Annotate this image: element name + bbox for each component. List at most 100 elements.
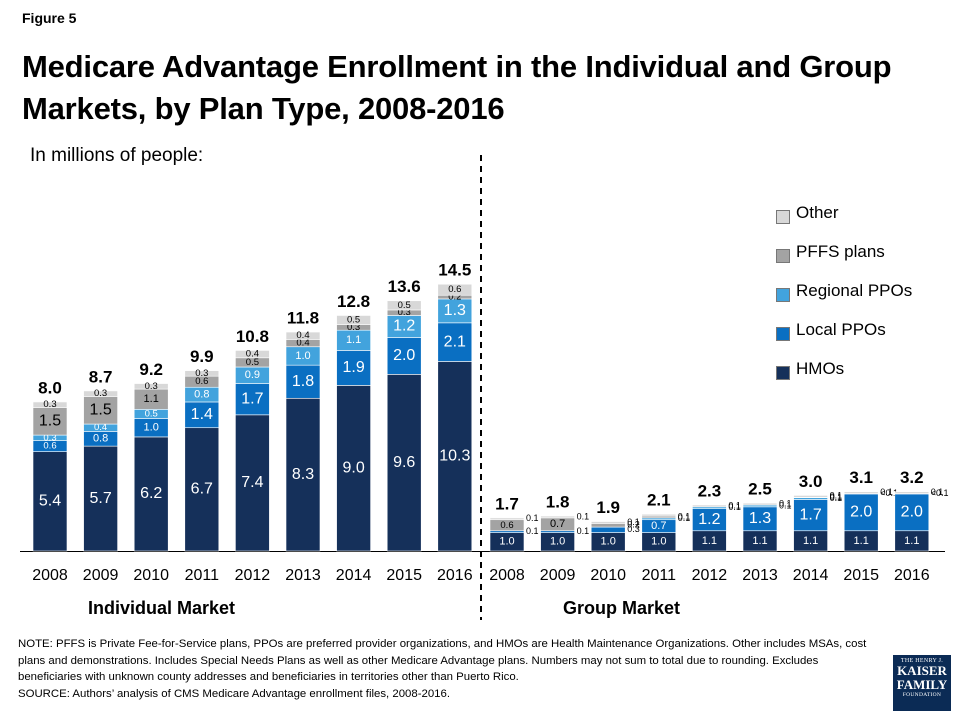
data-label-group-2016-other: 0.1 [931,487,944,497]
data-label-individual-2009-other: 0.3 [94,388,107,399]
data-label-individual-2014-hmos: 9.0 [342,459,364,476]
bar-segment-individual-2008-pffs-plans [32,407,68,436]
data-label-individual-2013-pffs-plans: 0.4 [296,338,309,349]
data-label-individual-2012-other: 0.4 [246,349,259,360]
bar-segment-individual-2010-other [133,383,169,390]
total-label-individual-2016: 14.5 [438,261,471,280]
chart-title: Medicare Advantage Enrollment in the Ind… [22,49,892,126]
data-label-individual-2015-local-ppos: 2.0 [393,347,415,364]
bar-segment-group-2016-local-ppos [894,493,930,532]
data-label-individual-2015-hmos: 9.6 [393,454,415,471]
total-label-individual-2009: 8.7 [89,367,113,386]
data-label-individual-2015-regional-ppos: 1.2 [393,318,415,335]
data-label-group-2014-local-ppos: 1.7 [799,506,821,523]
data-label-individual-2015-other: 0.5 [398,300,411,311]
note-text: NOTE: PFFS is Private Fee-for-Service pl… [18,638,867,683]
bar-segment-individual-2013-other [285,331,321,340]
x-tick-group-2011: 2011 [642,567,677,584]
data-label-individual-2014-pffs-plans: 0.3 [347,322,360,333]
bar-segment-individual-2014-other [336,315,371,325]
data-label-group-2016-regional-ppos: <0.1 [931,488,949,498]
x-tick-group-2016: 2016 [894,567,930,584]
x-tick-individual-2008: 2008 [32,567,68,584]
data-label-group-2010-pffs-plans: 0.2 [627,520,640,530]
total-label-individual-2014: 12.8 [337,292,370,311]
data-label-individual-2009-pffs-plans: 1.5 [89,401,111,418]
data-label-individual-2011-regional-ppos: 0.8 [194,389,209,401]
bar-segment-individual-2016-hmos [437,361,473,552]
data-label-individual-2012-hmos: 7.4 [241,474,263,491]
data-label-group-2015-regional-ppos: <0.1 [880,488,898,498]
figure-label: Figure 5 [22,10,77,26]
data-label-group-2012-regional-ppos: 0.1 [728,502,741,512]
bar-segment-group-2010-local-ppos [590,526,626,533]
total-label-individual-2015: 13.6 [388,277,421,296]
data-label-individual-2011-local-ppos: 1.4 [191,406,213,423]
logo-line-2a: KAISER [897,663,947,678]
data-label-group-2016-local-ppos: 2.0 [901,504,923,521]
data-label-individual-2008-regional-ppos: 0.3 [43,432,56,443]
data-label-individual-2008-pffs-plans: 1.5 [39,412,61,429]
data-label-individual-2015-pffs-plans: 0.3 [398,307,411,318]
data-label-individual-2016-regional-ppos: 1.3 [444,302,466,319]
data-label-individual-2011-hmos: 6.7 [191,481,213,498]
x-tick-group-2008: 2008 [489,567,525,584]
legend-swatch-pffs [776,249,790,263]
total-label-individual-2010: 9.2 [139,360,163,379]
total-label-group-2012: 2.3 [698,481,722,500]
total-label-group-2013: 2.5 [748,480,772,499]
x-tick-group-2012: 2012 [692,567,728,584]
data-label-group-2016-hmos: 1.1 [904,535,919,547]
data-label-group-2009-pffs-plans: 0.7 [550,518,565,530]
legend-label-regional-ppos: Regional PPOs [796,281,913,300]
legend-label-pffs: PFFS plans [796,242,885,261]
x-tick-group-2013: 2013 [742,567,778,584]
total-label-individual-2013: 11.8 [287,309,319,328]
data-label-group-2010-other: 0.1 [627,517,640,527]
data-label-individual-2012-pffs-plans: 0.5 [246,357,259,368]
x-tick-individual-2015: 2015 [386,567,422,584]
data-label-group-2015-other: 0.1 [880,487,893,497]
data-label-group-2009-hmos: 1.0 [550,536,565,548]
data-label-individual-2013-regional-ppos: 1.0 [295,350,310,362]
source-text: SOURCE: Authors’ analysis of CMS Medicar… [18,687,451,700]
bar-segment-individual-2015-local-ppos [386,337,422,375]
x-tick-individual-2012: 2012 [235,567,271,584]
data-label-individual-2008-other: 0.3 [43,399,56,410]
data-label-individual-2008-hmos: 5.4 [39,493,61,510]
total-label-individual-2008: 8.0 [38,378,62,397]
data-label-individual-2010-other: 0.3 [145,381,158,392]
total-label-group-2015: 3.1 [849,468,873,487]
data-label-group-2013-other: 0.1 [779,498,792,508]
stacked-bar-chart: 5.40.60.31.50.38.020085.70.80.41.50.38.7… [20,155,949,620]
x-tick-individual-2009: 2009 [83,567,119,584]
data-label-group-2014-regional-ppos: 0.1 [830,493,843,503]
data-label-group-2015-hmos: 1.1 [854,535,869,547]
data-label-individual-2010-regional-ppos: 0.5 [145,408,158,419]
data-label-group-2009-other: 0.1 [577,511,590,521]
data-label-individual-2013-hmos: 8.3 [292,466,314,483]
group-label-individual: Individual Market [88,598,236,618]
bar-segment-individual-2008-hmos [32,451,68,552]
bar-segment-individual-2012-hmos [235,414,270,552]
data-label-individual-2013-other: 0.4 [296,330,309,341]
x-tick-group-2015: 2015 [843,567,879,584]
data-label-group-2012-local-ppos: 1.2 [698,511,720,528]
data-label-group-2011-hmos: 1.0 [651,536,666,548]
total-label-group-2010: 1.9 [596,498,620,517]
data-label-individual-2016-local-ppos: 2.1 [444,333,466,350]
legend-swatch-hmos [776,366,790,380]
bar-segment-group-2010-pffs-plans [590,523,626,528]
data-label-individual-2009-local-ppos: 0.8 [93,433,108,445]
bar-segment-individual-2011-other [184,370,220,377]
data-label-group-2013-hmos: 1.1 [752,535,767,547]
x-tick-group-2010: 2010 [590,567,626,584]
data-label-individual-2010-pffs-plans: 1.1 [144,393,159,405]
total-label-group-2014: 3.0 [799,472,823,491]
x-tick-group-2014: 2014 [793,567,829,584]
data-label-group-2008-other: 0.1 [526,513,539,523]
bar-segment-group-2014-other [793,495,828,498]
data-label-group-2008-hmos: 1.0 [499,536,514,548]
bar-segment-individual-2011-local-ppos [184,401,220,429]
x-tick-individual-2010: 2010 [133,567,169,584]
